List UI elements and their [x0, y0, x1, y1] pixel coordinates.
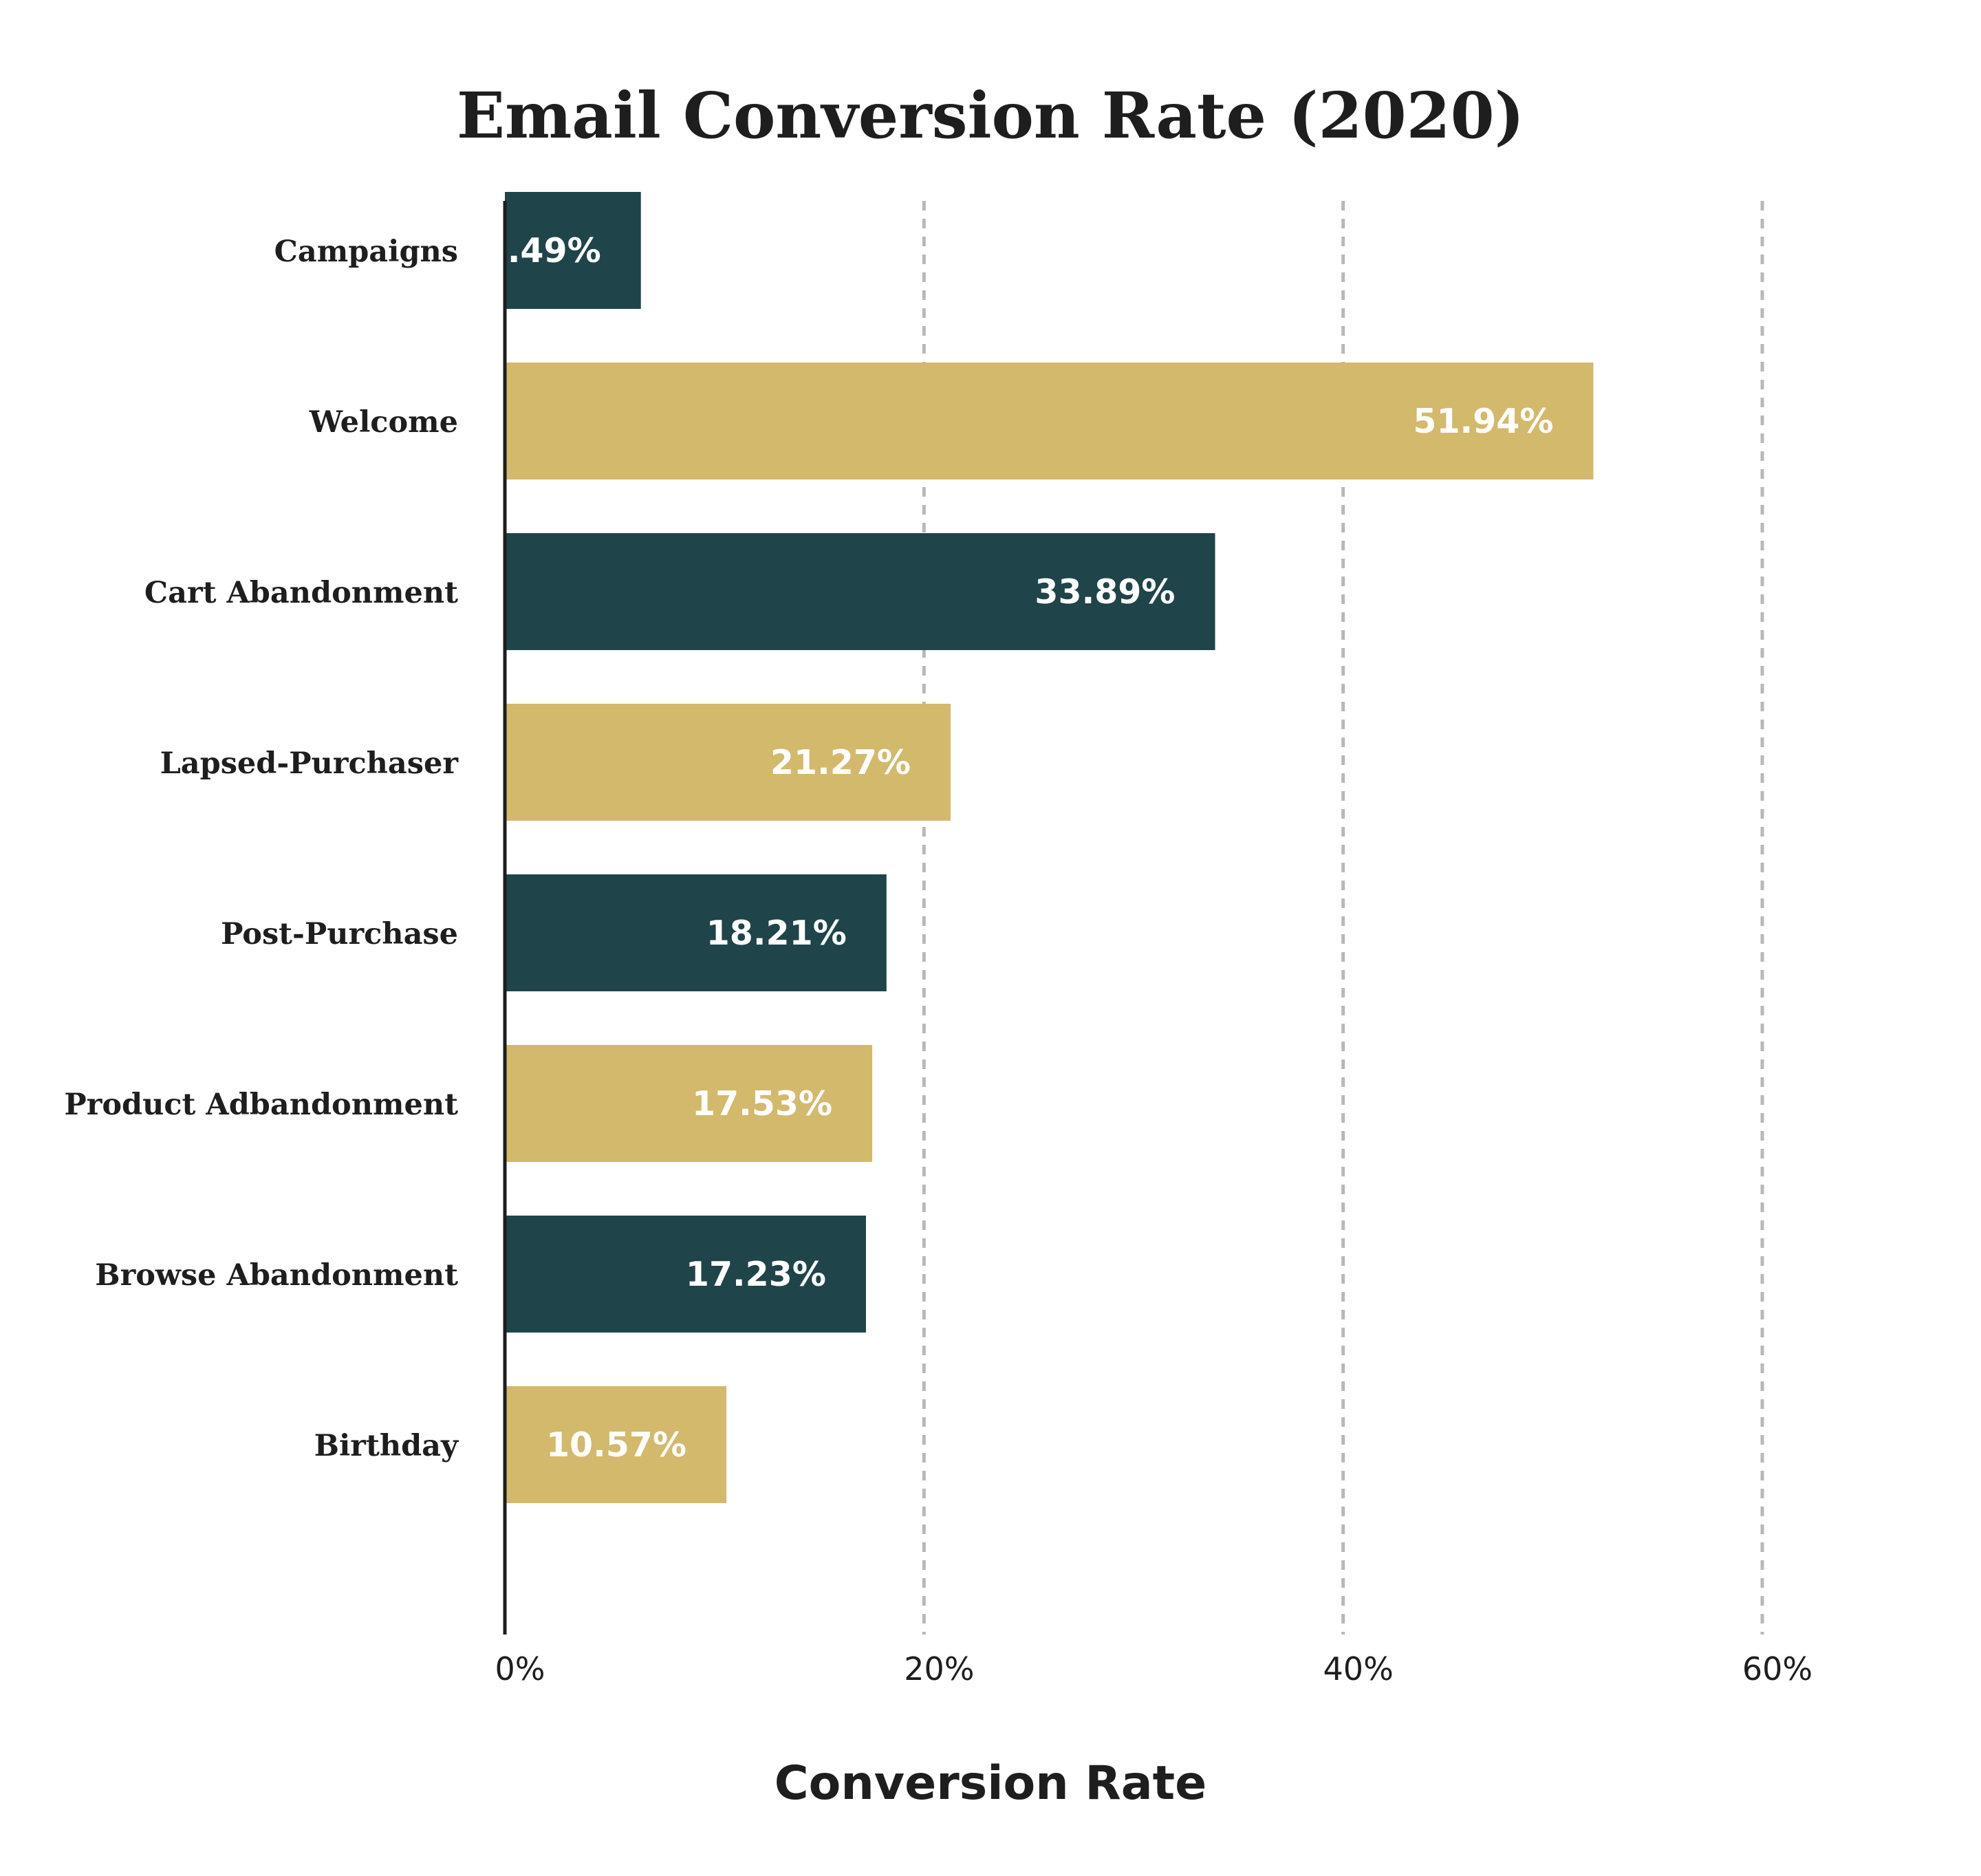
- bar: [505, 1386, 727, 1503]
- chart-title: Email Conversion Rate (2020): [457, 78, 1524, 153]
- bar-value-label: 17.53%: [692, 1084, 832, 1123]
- category-label: Welcome: [309, 405, 458, 440]
- bar: [505, 1045, 873, 1162]
- bar-value-label: 33.89%: [1035, 572, 1175, 612]
- bar-value-label: 6.49%: [484, 231, 601, 270]
- x-tick-label: 20%: [904, 1650, 974, 1688]
- bar: [505, 874, 887, 991]
- category-label: Cart Abandonment: [144, 576, 458, 610]
- category-label: Post-Purchase: [221, 917, 458, 951]
- category-label: Lapsed-Purchaser: [160, 746, 459, 781]
- x-axis-title: Conversion Rate: [775, 1756, 1206, 1811]
- category-label: Birthday: [314, 1429, 459, 1463]
- category-label: Product Adbandonment: [64, 1088, 458, 1122]
- bar: [505, 363, 1594, 479]
- x-axis-ticks: 0% 20% 40% 60%: [495, 1650, 1813, 1688]
- bar: [505, 1216, 866, 1333]
- bar-value-label: 17.23%: [686, 1255, 826, 1294]
- x-tick-label: 40%: [1323, 1650, 1394, 1688]
- bar: [505, 704, 951, 821]
- bars: 6.49% 51.94% 33.89% 21.27% 18.21% 17.53% 17.23…: [484, 192, 1594, 1503]
- x-tick-label: 0%: [495, 1650, 545, 1688]
- bar-value-label: 18.21%: [706, 914, 847, 953]
- bar-value-label: 10.57%: [546, 1425, 686, 1465]
- bar: [505, 192, 641, 309]
- bar: [505, 533, 1215, 650]
- bar-value-label: 21.27%: [770, 743, 911, 782]
- bar-value-label: 51.94%: [1413, 402, 1553, 441]
- category-labels: Campaigns Welcome Cart Abandonment Lapsed-P…: [64, 235, 459, 1463]
- category-label: Browse Abandonment: [95, 1258, 458, 1293]
- category-label: Campaigns: [274, 235, 458, 269]
- x-tick-label: 60%: [1742, 1650, 1812, 1688]
